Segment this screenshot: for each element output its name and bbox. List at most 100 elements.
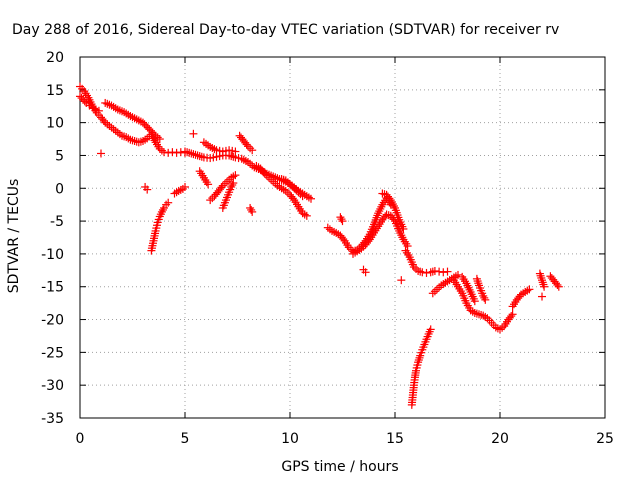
data-point bbox=[242, 140, 251, 149]
data-point bbox=[554, 282, 563, 291]
data-point bbox=[217, 183, 226, 192]
y-tick-label: 0 bbox=[55, 181, 64, 197]
data-point bbox=[158, 205, 167, 214]
data-point bbox=[197, 152, 206, 161]
data-point bbox=[300, 210, 309, 219]
data-point bbox=[231, 171, 240, 180]
data-point bbox=[298, 192, 307, 201]
data-point bbox=[430, 266, 439, 275]
data-point bbox=[537, 273, 546, 282]
data-points bbox=[76, 82, 563, 409]
data-point bbox=[181, 182, 189, 191]
y-tick-label: 15 bbox=[46, 83, 64, 99]
x-tick-label: 15 bbox=[386, 431, 404, 447]
data-point bbox=[302, 211, 311, 220]
data-point bbox=[422, 268, 431, 277]
axis-ticks bbox=[79, 56, 606, 419]
data-point bbox=[247, 205, 256, 214]
data-point bbox=[553, 280, 562, 289]
data-point bbox=[168, 148, 177, 157]
data-point bbox=[155, 135, 164, 144]
y-tick-label: -25 bbox=[41, 345, 64, 361]
x-tick-label: 0 bbox=[76, 431, 85, 447]
grid bbox=[80, 57, 605, 418]
data-point bbox=[498, 323, 507, 332]
data-point bbox=[472, 274, 481, 283]
data-point bbox=[193, 151, 202, 160]
y-tick-label: 10 bbox=[46, 116, 64, 132]
data-point bbox=[338, 217, 347, 226]
data-point bbox=[481, 295, 490, 304]
data-point bbox=[361, 268, 370, 277]
y-axis-label: SDTVAR / TECUs bbox=[6, 179, 22, 294]
data-point bbox=[538, 292, 546, 301]
data-point bbox=[428, 289, 437, 298]
data-point bbox=[191, 150, 200, 159]
data-point bbox=[231, 147, 240, 156]
plot-frame bbox=[79, 56, 606, 419]
data-point bbox=[538, 278, 547, 287]
x-tick-label: 25 bbox=[596, 431, 614, 447]
data-point bbox=[187, 149, 196, 158]
data-point bbox=[259, 168, 268, 177]
data-point bbox=[418, 268, 427, 277]
data-point bbox=[86, 97, 95, 106]
data-point bbox=[435, 267, 444, 276]
data-point bbox=[399, 224, 408, 233]
data-point bbox=[540, 282, 549, 291]
data-point bbox=[239, 155, 248, 164]
data-point bbox=[397, 276, 406, 285]
data-point bbox=[538, 276, 546, 285]
data-point bbox=[426, 268, 435, 277]
data-point bbox=[210, 145, 219, 154]
data-point bbox=[539, 280, 548, 289]
data-point bbox=[443, 267, 452, 276]
data-point bbox=[507, 312, 516, 321]
data-point bbox=[415, 353, 424, 362]
y-tick-label: -10 bbox=[41, 247, 64, 263]
y-tick-label: -5 bbox=[50, 214, 64, 230]
y-tick-label: -20 bbox=[41, 313, 64, 329]
data-point bbox=[480, 293, 489, 302]
chart-title: Day 288 of 2016, Sidereal Day-to-day VTE… bbox=[12, 22, 559, 38]
y-tick-labels: -35 -30 -25 -20 -15 -10 -5 0 5 10 15 20 bbox=[41, 50, 64, 427]
data-point bbox=[105, 100, 114, 109]
data-point bbox=[94, 106, 103, 115]
data-point bbox=[99, 116, 108, 125]
data-point bbox=[80, 97, 89, 106]
data-point bbox=[246, 203, 255, 212]
data-point bbox=[426, 325, 435, 334]
data-point bbox=[189, 150, 198, 159]
data-point bbox=[160, 148, 168, 157]
data-point bbox=[403, 242, 412, 251]
y-tick-label: -15 bbox=[41, 280, 64, 296]
data-point bbox=[389, 201, 398, 210]
data-point bbox=[337, 215, 346, 224]
data-point bbox=[536, 271, 545, 280]
data-point bbox=[470, 297, 479, 306]
data-point bbox=[430, 287, 439, 296]
data-point bbox=[508, 310, 517, 319]
data-point bbox=[473, 277, 482, 286]
data-point bbox=[204, 180, 213, 189]
y-tick-label: -30 bbox=[41, 378, 64, 394]
data-point bbox=[439, 268, 448, 277]
x-tick-label: 5 bbox=[181, 431, 190, 447]
data-point bbox=[248, 146, 257, 155]
y-tick-label: -35 bbox=[41, 411, 64, 427]
x-axis-label: GPS time / hours bbox=[281, 459, 398, 475]
data-point bbox=[208, 194, 217, 203]
data-point bbox=[525, 285, 534, 294]
data-point bbox=[164, 198, 173, 207]
data-point bbox=[229, 179, 238, 188]
data-point bbox=[143, 185, 152, 194]
data-point bbox=[189, 129, 198, 138]
data-point bbox=[414, 356, 423, 365]
data-point bbox=[307, 194, 315, 203]
data-point bbox=[474, 279, 483, 288]
x-tick-labels: 0 5 10 15 20 25 bbox=[76, 431, 614, 447]
data-point bbox=[454, 270, 462, 279]
data-point bbox=[248, 207, 257, 216]
data-point bbox=[172, 148, 181, 157]
